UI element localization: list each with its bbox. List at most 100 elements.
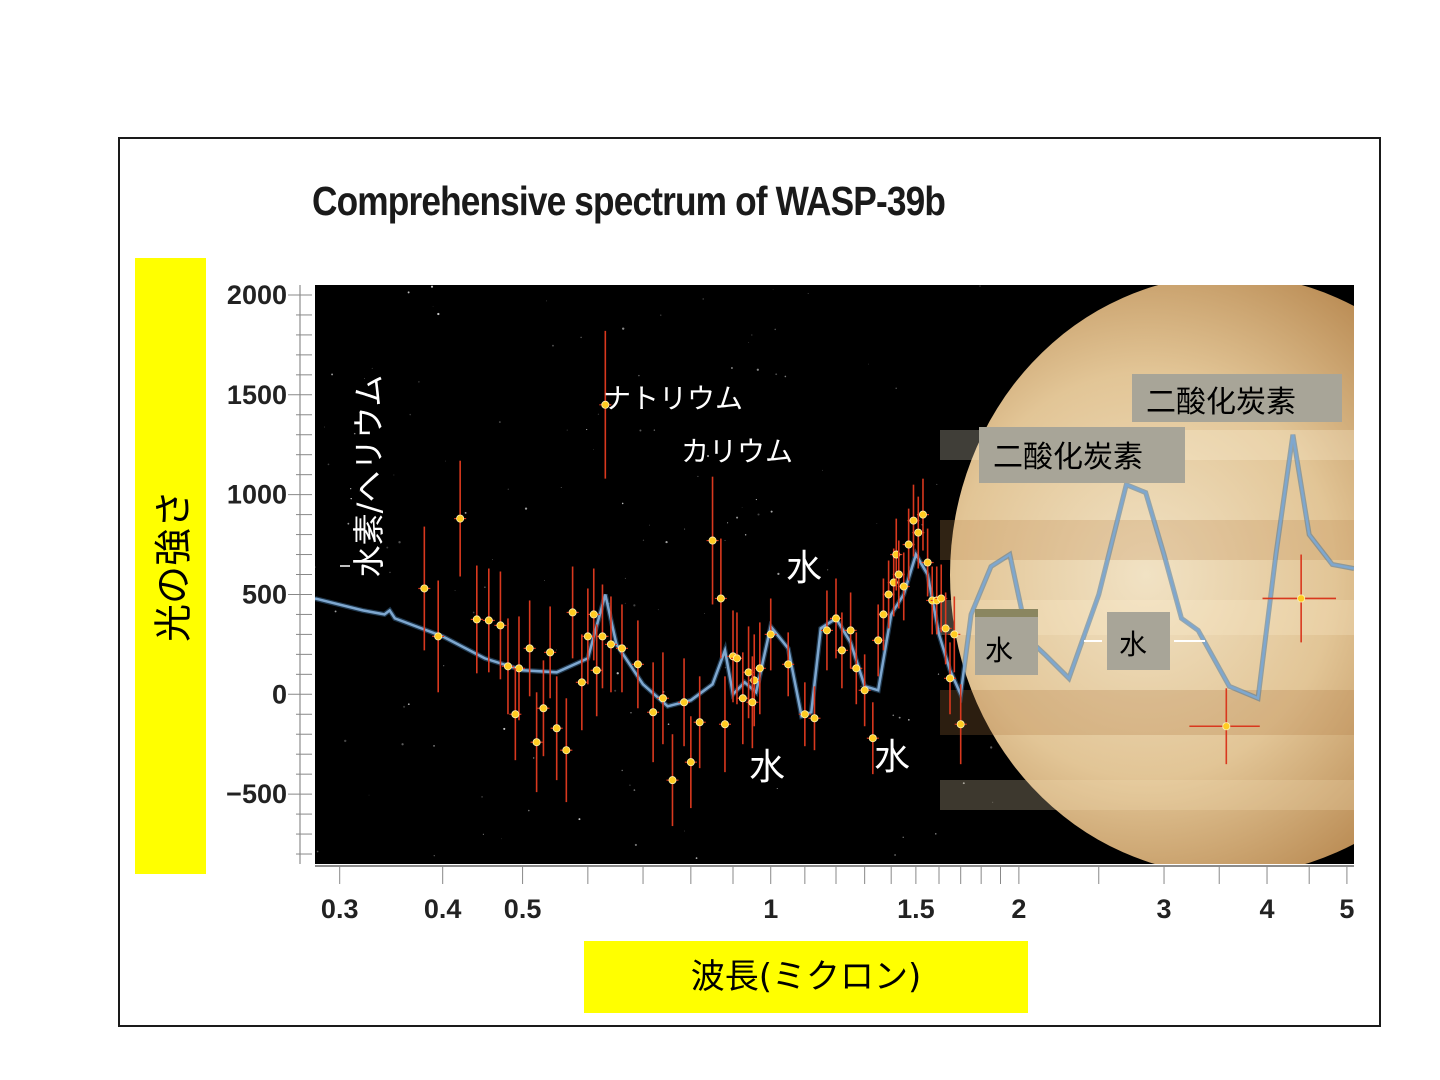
star	[621, 502, 624, 505]
star	[324, 426, 325, 428]
star	[334, 610, 337, 613]
star	[359, 490, 361, 492]
co2-label-box-2	[979, 427, 1185, 483]
star	[624, 602, 626, 604]
y-tick-label: 1500	[227, 380, 287, 410]
star	[443, 665, 445, 667]
planet-band	[940, 780, 1354, 810]
x-tick-label: 0.5	[504, 894, 542, 924]
star	[484, 586, 486, 589]
star	[827, 569, 829, 571]
star	[350, 497, 352, 500]
star	[482, 833, 484, 835]
star	[371, 367, 373, 369]
star	[902, 836, 904, 838]
y-tick-label: −500	[226, 779, 287, 809]
star	[503, 727, 506, 730]
star	[704, 612, 705, 614]
star	[633, 604, 636, 607]
star	[894, 854, 897, 856]
star	[697, 475, 699, 477]
y-axis: 2000 1500 1000 500 0 −500	[226, 280, 312, 864]
data-point	[695, 718, 704, 727]
x-tick-label: 4	[1260, 894, 1275, 924]
star	[580, 336, 582, 339]
star	[784, 375, 787, 378]
star	[690, 445, 692, 448]
star	[642, 539, 645, 541]
co2-label-box-1	[1132, 374, 1342, 422]
data-point	[860, 686, 869, 695]
star	[622, 327, 625, 330]
star	[684, 830, 686, 832]
star	[665, 540, 668, 544]
data-point	[658, 694, 667, 703]
star	[744, 534, 747, 536]
star	[770, 510, 773, 513]
star	[660, 314, 662, 316]
star	[757, 513, 760, 516]
star	[860, 685, 862, 687]
star	[331, 373, 334, 376]
data-point	[800, 710, 809, 719]
star	[653, 429, 656, 431]
star	[667, 723, 670, 726]
star	[546, 300, 547, 302]
data-point	[680, 698, 689, 707]
star	[867, 363, 869, 365]
star	[684, 528, 686, 530]
star	[633, 789, 636, 791]
data-point	[950, 630, 959, 639]
data-point	[633, 660, 642, 669]
star	[418, 381, 420, 383]
star	[706, 455, 710, 458]
annotation-sodium: ナトリウム	[603, 382, 743, 415]
star	[507, 488, 509, 490]
data-point	[511, 710, 520, 719]
annotation-layer: 水素/ヘリウム ナトリウムカリウム水水 水二酸化炭素二酸化炭素水水	[340, 374, 1342, 788]
star	[807, 293, 809, 294]
annotation-water-4: 水	[985, 634, 1013, 667]
star	[736, 516, 739, 519]
star	[892, 714, 895, 717]
star	[315, 566, 316, 568]
star	[566, 429, 568, 431]
data-point	[472, 615, 481, 624]
x-axis: 0.3 0.4 0.5 1 1.5 2 3 4 5	[315, 865, 1354, 924]
star	[556, 649, 557, 651]
star	[433, 854, 435, 857]
star	[407, 703, 410, 705]
star	[992, 801, 994, 803]
x-tick-label: 1.5	[897, 894, 935, 924]
star	[724, 540, 726, 541]
star	[630, 712, 632, 714]
star	[344, 739, 347, 743]
chart-title: Comprehensive spectrum of WASP-39b	[312, 178, 946, 224]
star	[702, 298, 704, 300]
x-axis-label: 波長(ミクロン)	[690, 957, 922, 997]
star	[389, 571, 391, 574]
star	[876, 523, 878, 524]
annotation-hydrogen-helium: 水素/ヘリウム	[350, 375, 388, 578]
star	[979, 285, 981, 287]
star	[481, 796, 483, 798]
star	[727, 522, 729, 524]
star	[898, 716, 901, 719]
x-axis-label-box: 波長(ミクロン)	[584, 941, 1028, 1013]
star	[363, 378, 365, 379]
data-point	[1297, 594, 1306, 603]
star	[524, 507, 528, 510]
star	[403, 705, 406, 708]
star	[990, 746, 993, 749]
star	[401, 743, 404, 746]
data-point	[708, 536, 717, 545]
data-point	[686, 758, 695, 767]
star	[350, 488, 352, 490]
annotation-water-3: 水	[874, 737, 910, 778]
data-point	[720, 720, 729, 729]
data-point	[846, 626, 855, 635]
star	[657, 609, 659, 611]
data-point	[755, 664, 764, 673]
x-tick-label: 0.4	[424, 894, 462, 924]
star	[695, 857, 698, 860]
